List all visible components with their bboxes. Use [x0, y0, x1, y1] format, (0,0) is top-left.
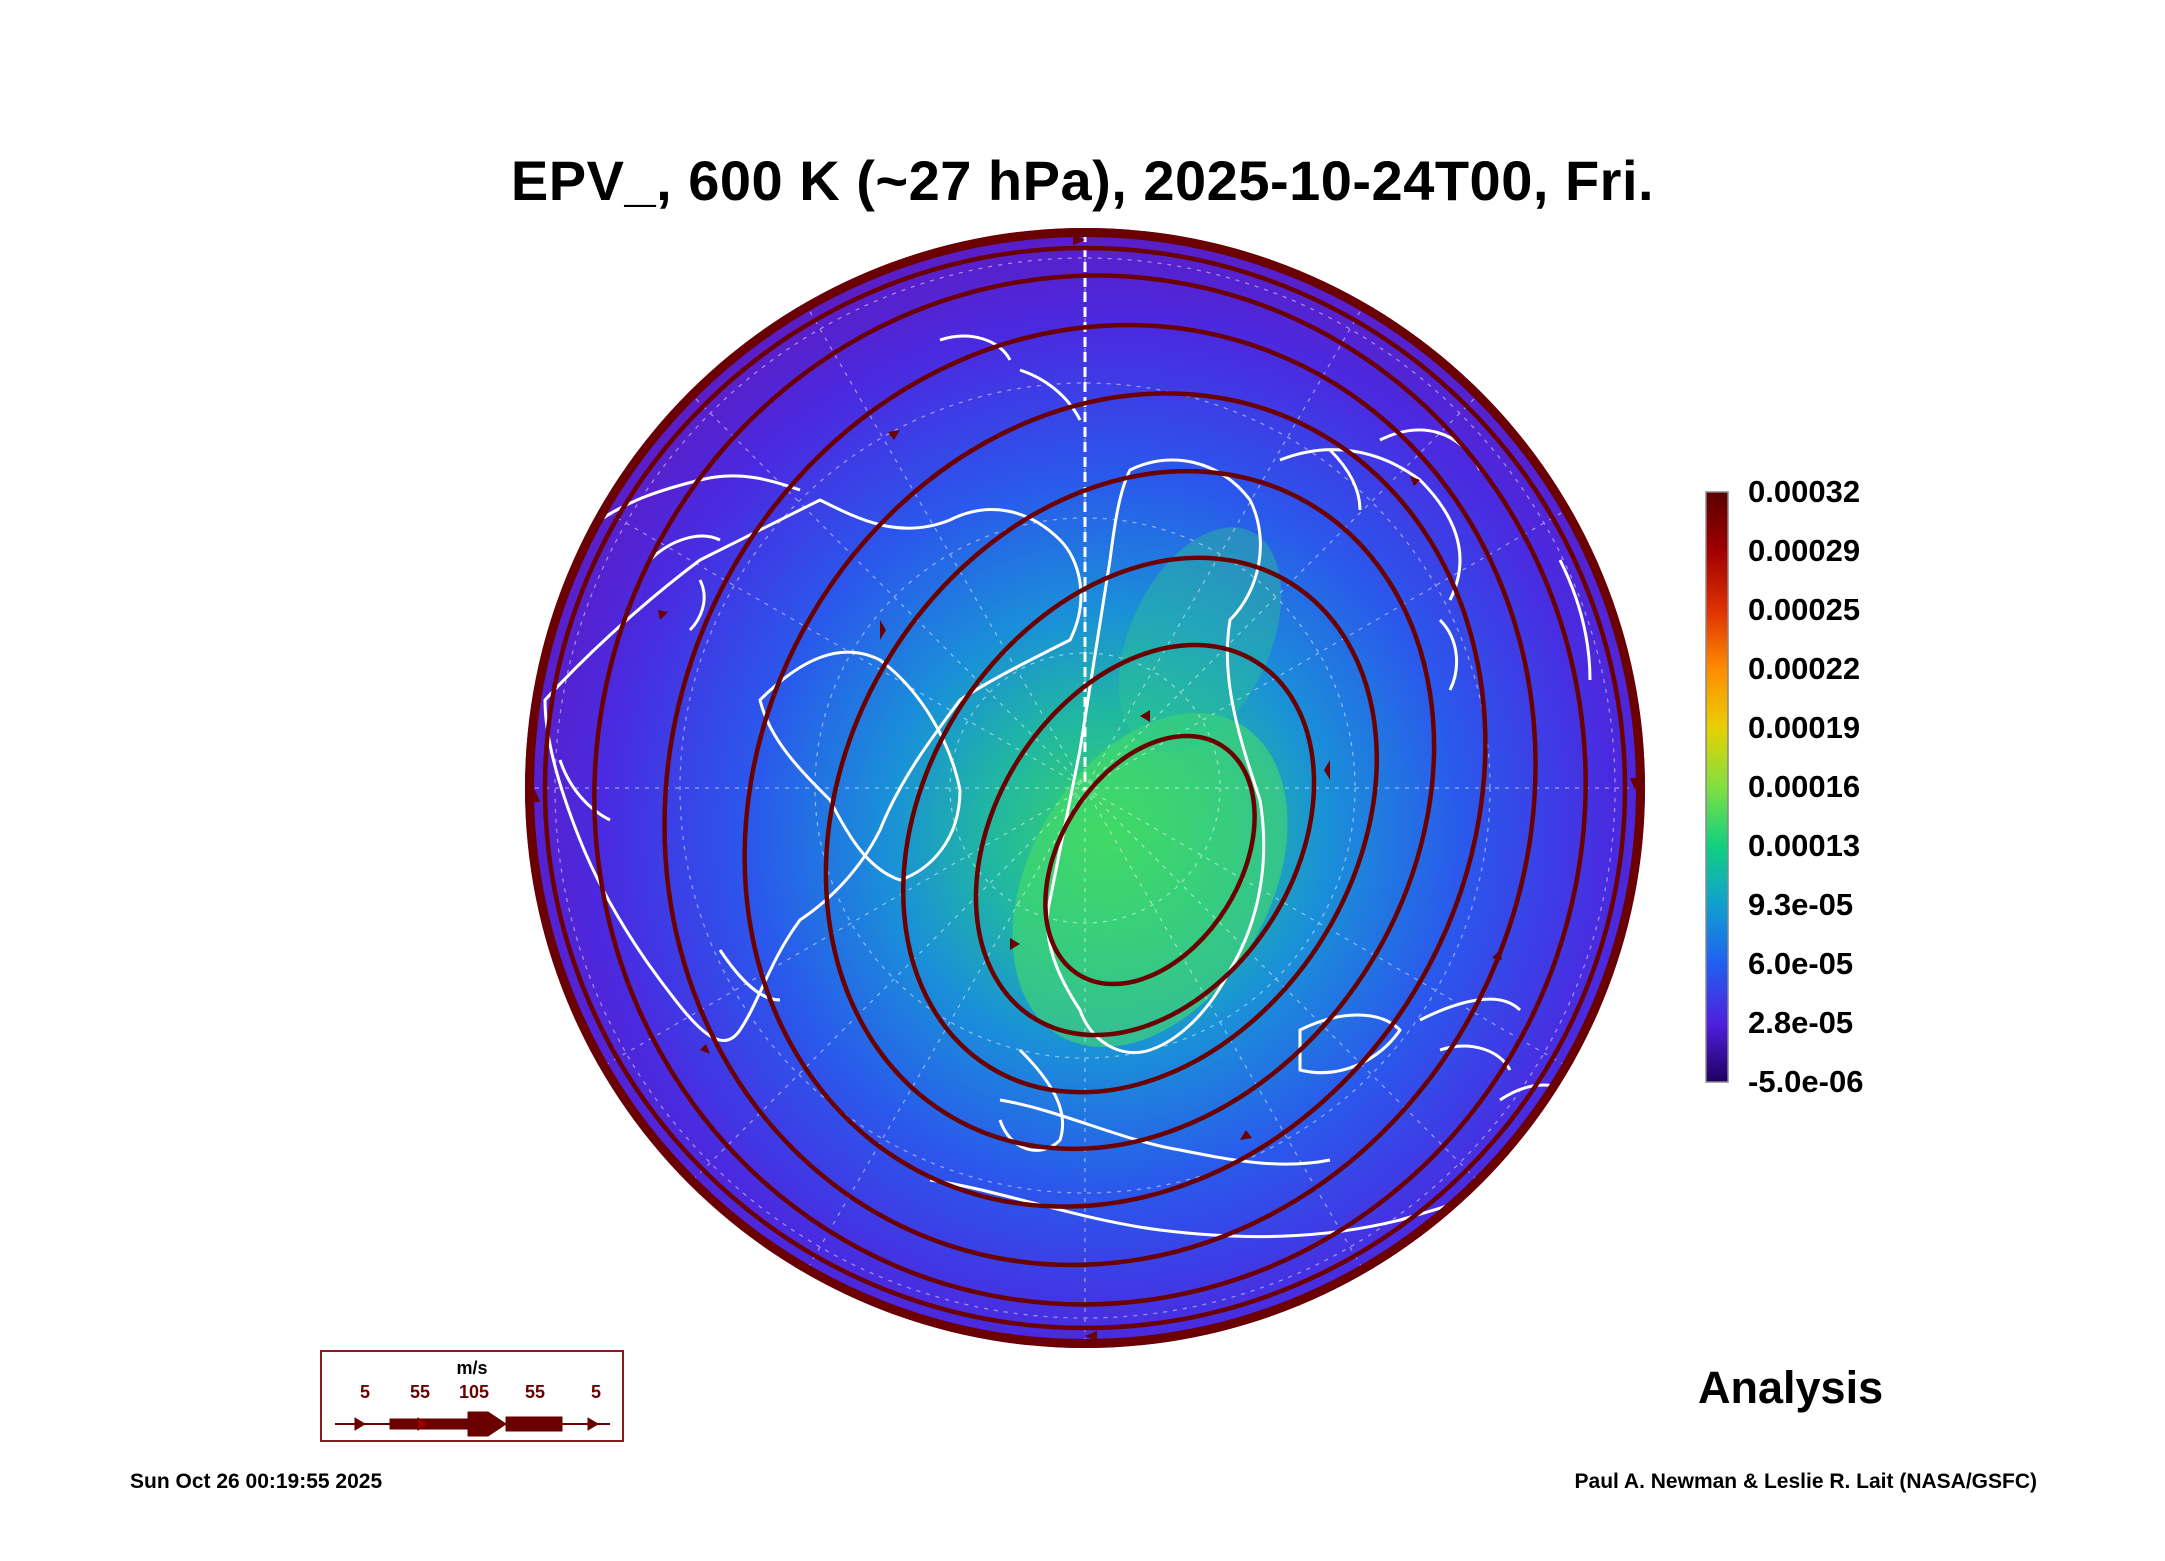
wind-speed-label: 5 — [359, 1382, 371, 1402]
colorbar-label: 0.00032 — [1748, 474, 1861, 509]
colorbar-label: 9.3e-05 — [1748, 887, 1854, 922]
colorbar-label: 0.00019 — [1748, 710, 1861, 745]
wind-legend-arrow — [335, 1411, 610, 1437]
wind-legend-unit: m/s — [456, 1358, 488, 1378]
credit: Paul A. Newman & Leslie R. Lait (NASA/GS… — [1574, 1470, 2037, 1493]
colorbar-label: 6.0e-05 — [1748, 946, 1854, 981]
page-title: EPV_, 600 K (~27 hPa), 2025-10-24T00, Fr… — [510, 149, 1655, 212]
wind-speed-label: 5 — [590, 1382, 602, 1402]
colorbar-label: 0.00016 — [1748, 769, 1861, 804]
colorbar-label: -5.0e-06 — [1748, 1064, 1864, 1099]
wind-speed-label: 105 — [458, 1382, 490, 1402]
colorbar-label: 0.00025 — [1748, 592, 1861, 627]
colorbar — [1705, 491, 1729, 1083]
streamlines — [525, 228, 1645, 1348]
wind-speed-label: 55 — [524, 1382, 546, 1402]
colorbar-label: 0.00029 — [1748, 533, 1861, 568]
analysis-label: Analysis — [1698, 1362, 1884, 1413]
wind-speed-label: 55 — [409, 1382, 431, 1402]
colorbar-label: 0.00013 — [1748, 828, 1861, 863]
colorbar-label: 2.8e-05 — [1748, 1005, 1854, 1040]
streamline-arrows — [530, 235, 1640, 1341]
colorbar-label: 0.00022 — [1748, 651, 1861, 686]
wind-legend: m/s 5 55 105 55 5 — [320, 1350, 624, 1442]
timestamp: Sun Oct 26 00:19:55 2025 — [130, 1470, 383, 1493]
